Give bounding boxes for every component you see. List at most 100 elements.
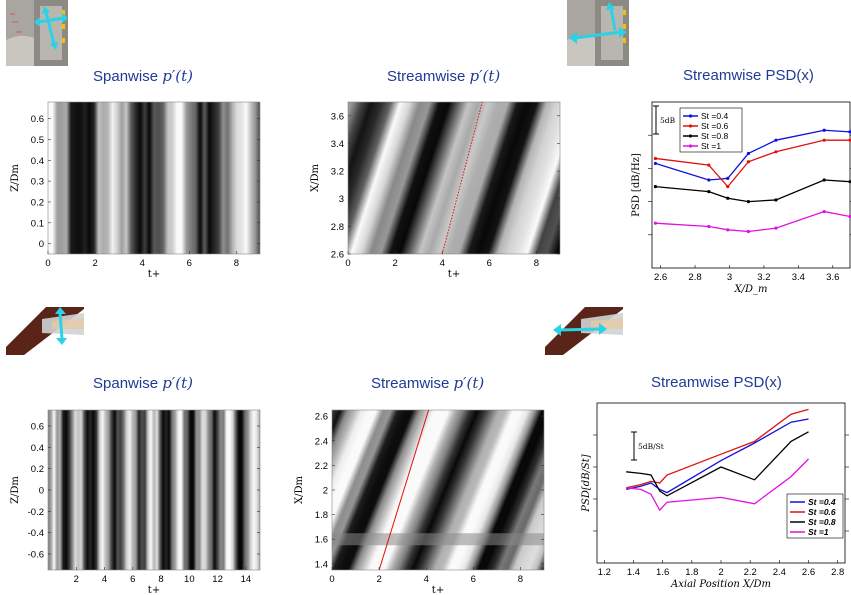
series-4-point xyxy=(848,214,851,219)
x-tick-label: 2.6 xyxy=(802,567,815,578)
legend-marker-1 xyxy=(688,114,693,118)
convection-velocity-line xyxy=(441,101,483,255)
x-tick-label: 12 xyxy=(212,574,223,585)
y-axis-label: Z/Dm xyxy=(10,164,21,192)
chart-spanwise-pressure-bottom: 2 4 6 8 10 12 14 -0.6 -0.4 -0.2 0 0.2 0.4 0.6 t+ Z/Dm xyxy=(0,395,290,595)
x-axis-label: Axial Position X/Dm xyxy=(670,579,771,590)
nozzle-streamwise-arrows-icon xyxy=(567,0,629,66)
wing-spanwise-arrows-icon xyxy=(6,307,84,355)
y-tick-label: 0.6 xyxy=(31,114,44,125)
series-1-point xyxy=(746,151,751,156)
panel-title-top-right: Streamwise PSD(x) xyxy=(683,67,814,84)
y-tick-label: 0.5 xyxy=(31,135,44,146)
y-axis-label: PSD[dB/St] xyxy=(581,454,592,512)
x-tick-label: 8 xyxy=(158,574,163,585)
plot-frame xyxy=(596,402,846,564)
panel-title-top-middle: Streamwise p′(t) xyxy=(387,67,501,85)
x-tick-label: 4 xyxy=(140,258,145,269)
series-3-point xyxy=(822,178,826,182)
legend-label-4: St =1 xyxy=(808,527,829,537)
x-tick-label: 2.6 xyxy=(654,272,667,283)
y-tick-label: 3.2 xyxy=(331,167,344,178)
x-tick-label: 2 xyxy=(392,258,397,269)
x-tick-label: 2 xyxy=(92,258,97,269)
y-tick-label: 2.6 xyxy=(331,250,344,261)
x-tick-label: 2.4 xyxy=(773,567,786,578)
panel-title-bottom-left: Spanwise p′(t) xyxy=(93,374,193,392)
x-tick-label: 8 xyxy=(534,258,539,269)
y-tick-label: 2.2 xyxy=(315,461,328,472)
plot-frame xyxy=(347,101,561,255)
series-4-point xyxy=(774,226,778,230)
heatmap-field xyxy=(48,410,260,570)
x-tick-label: 0 xyxy=(329,574,334,585)
x-tick-label: 0 xyxy=(345,258,350,269)
heatmap-stripes xyxy=(48,410,260,570)
y-tick-label: 3.4 xyxy=(331,139,344,150)
x-axis-label: t+ xyxy=(148,585,160,595)
series-2-point xyxy=(822,138,826,142)
x-tick-label: 1.8 xyxy=(685,567,698,578)
heatmap-stripes xyxy=(348,102,560,254)
panel-title-bottom-right: Streamwise PSD(x) xyxy=(651,374,782,391)
series-1-point xyxy=(726,176,730,180)
x-axis-label: t+ xyxy=(148,269,160,280)
chart-streamwise-pressure-bottom: 0 2 4 6 8 1.4 1.6 1.8 2 2.2 2.4 2.6 t+ X/Dm xyxy=(290,395,580,595)
y-tick-label: 0 xyxy=(39,239,44,250)
series-3-point xyxy=(774,198,778,202)
x-tick-label: 6 xyxy=(130,574,135,585)
y-tick-label: 2.4 xyxy=(315,436,328,447)
y-tick-label: 1.4 xyxy=(315,559,328,570)
x-tick-label: 4 xyxy=(102,574,107,585)
y-tick-label: 2.6 xyxy=(315,412,328,423)
series-1-point xyxy=(774,138,778,142)
y-tick-label: 2 xyxy=(323,486,328,497)
series-1-point xyxy=(653,161,658,166)
x-tick-label: 8 xyxy=(518,574,523,585)
series-2-point xyxy=(848,138,851,142)
x-tick-label: 2.2 xyxy=(744,567,757,578)
x-tick-label: 2 xyxy=(718,567,723,578)
chart-streamwise-psd-top: 2.6 2.8 3 3.2 3.4 3.6 5dB St =0.4 St =0.6 St =0.8… xyxy=(600,90,851,295)
series-2-point xyxy=(746,160,751,164)
x-tick-label: 2.8 xyxy=(688,272,701,283)
x-tick-label: 4 xyxy=(424,574,429,585)
x-tick-label: 1.6 xyxy=(656,567,669,578)
x-tick-label: 3.6 xyxy=(826,272,839,283)
y-axis-label: PSD [dB/Hz] xyxy=(631,153,642,217)
legend-label-3: St =0.8 xyxy=(701,131,728,141)
y-axis-label: X/Dm xyxy=(310,163,321,192)
x-axis-label: t+ xyxy=(448,269,460,280)
heatmap-field xyxy=(48,102,260,254)
convection-velocity-line xyxy=(378,409,430,571)
heatmap-stripes xyxy=(48,102,260,254)
y-tick-label: -0.2 xyxy=(28,507,44,518)
y-tick-label: 0.1 xyxy=(31,218,44,229)
series-1-point xyxy=(707,178,711,182)
y-tick-label: 3 xyxy=(339,194,344,205)
legend-marker-4 xyxy=(688,144,693,148)
series-line-3 xyxy=(626,431,809,497)
series-4-point xyxy=(746,229,751,234)
chart-streamwise-psd-bottom: 1.2 1.4 1.6 1.8 2 2.2 2.4 2.6 2.8 5dB/St St =0.4 St… xyxy=(575,390,851,594)
y-tick-label: 0 xyxy=(39,486,44,497)
y-tick-label: -0.6 xyxy=(28,550,44,561)
legend-label-1: St =0.4 xyxy=(808,497,836,507)
heatmap-field xyxy=(348,102,560,254)
panel-title-top-left: Spanwise p′(t) xyxy=(93,67,193,85)
x-tick-label: 3.4 xyxy=(792,272,805,283)
series-3-point xyxy=(653,185,658,189)
chart-spanwise-pressure-top: 0 2 4 6 8 0 0.1 0.2 0.3 0.4 0.5 0.6 t+ Z/Dm xyxy=(0,90,290,280)
y-tick-label: 0.3 xyxy=(31,177,44,188)
legend-label-4: St =1 xyxy=(701,141,721,151)
series-3-point xyxy=(848,180,851,184)
series-2-point xyxy=(707,163,711,167)
series-3-point xyxy=(746,200,751,204)
plot-frame xyxy=(47,101,261,255)
x-tick-label: 10 xyxy=(184,574,195,585)
nozzle-spanwise-arrows-icon xyxy=(6,0,68,66)
scale-bar-label: 5dB xyxy=(660,116,676,125)
scale-bar-label: 5dB/St xyxy=(638,442,664,451)
chart-streamwise-pressure-top: 0 2 4 6 8 2.6 2.8 3 3.2 3.4 3.6 t+ X/Dm xyxy=(300,90,590,280)
x-tick-label: 8 xyxy=(234,258,239,269)
